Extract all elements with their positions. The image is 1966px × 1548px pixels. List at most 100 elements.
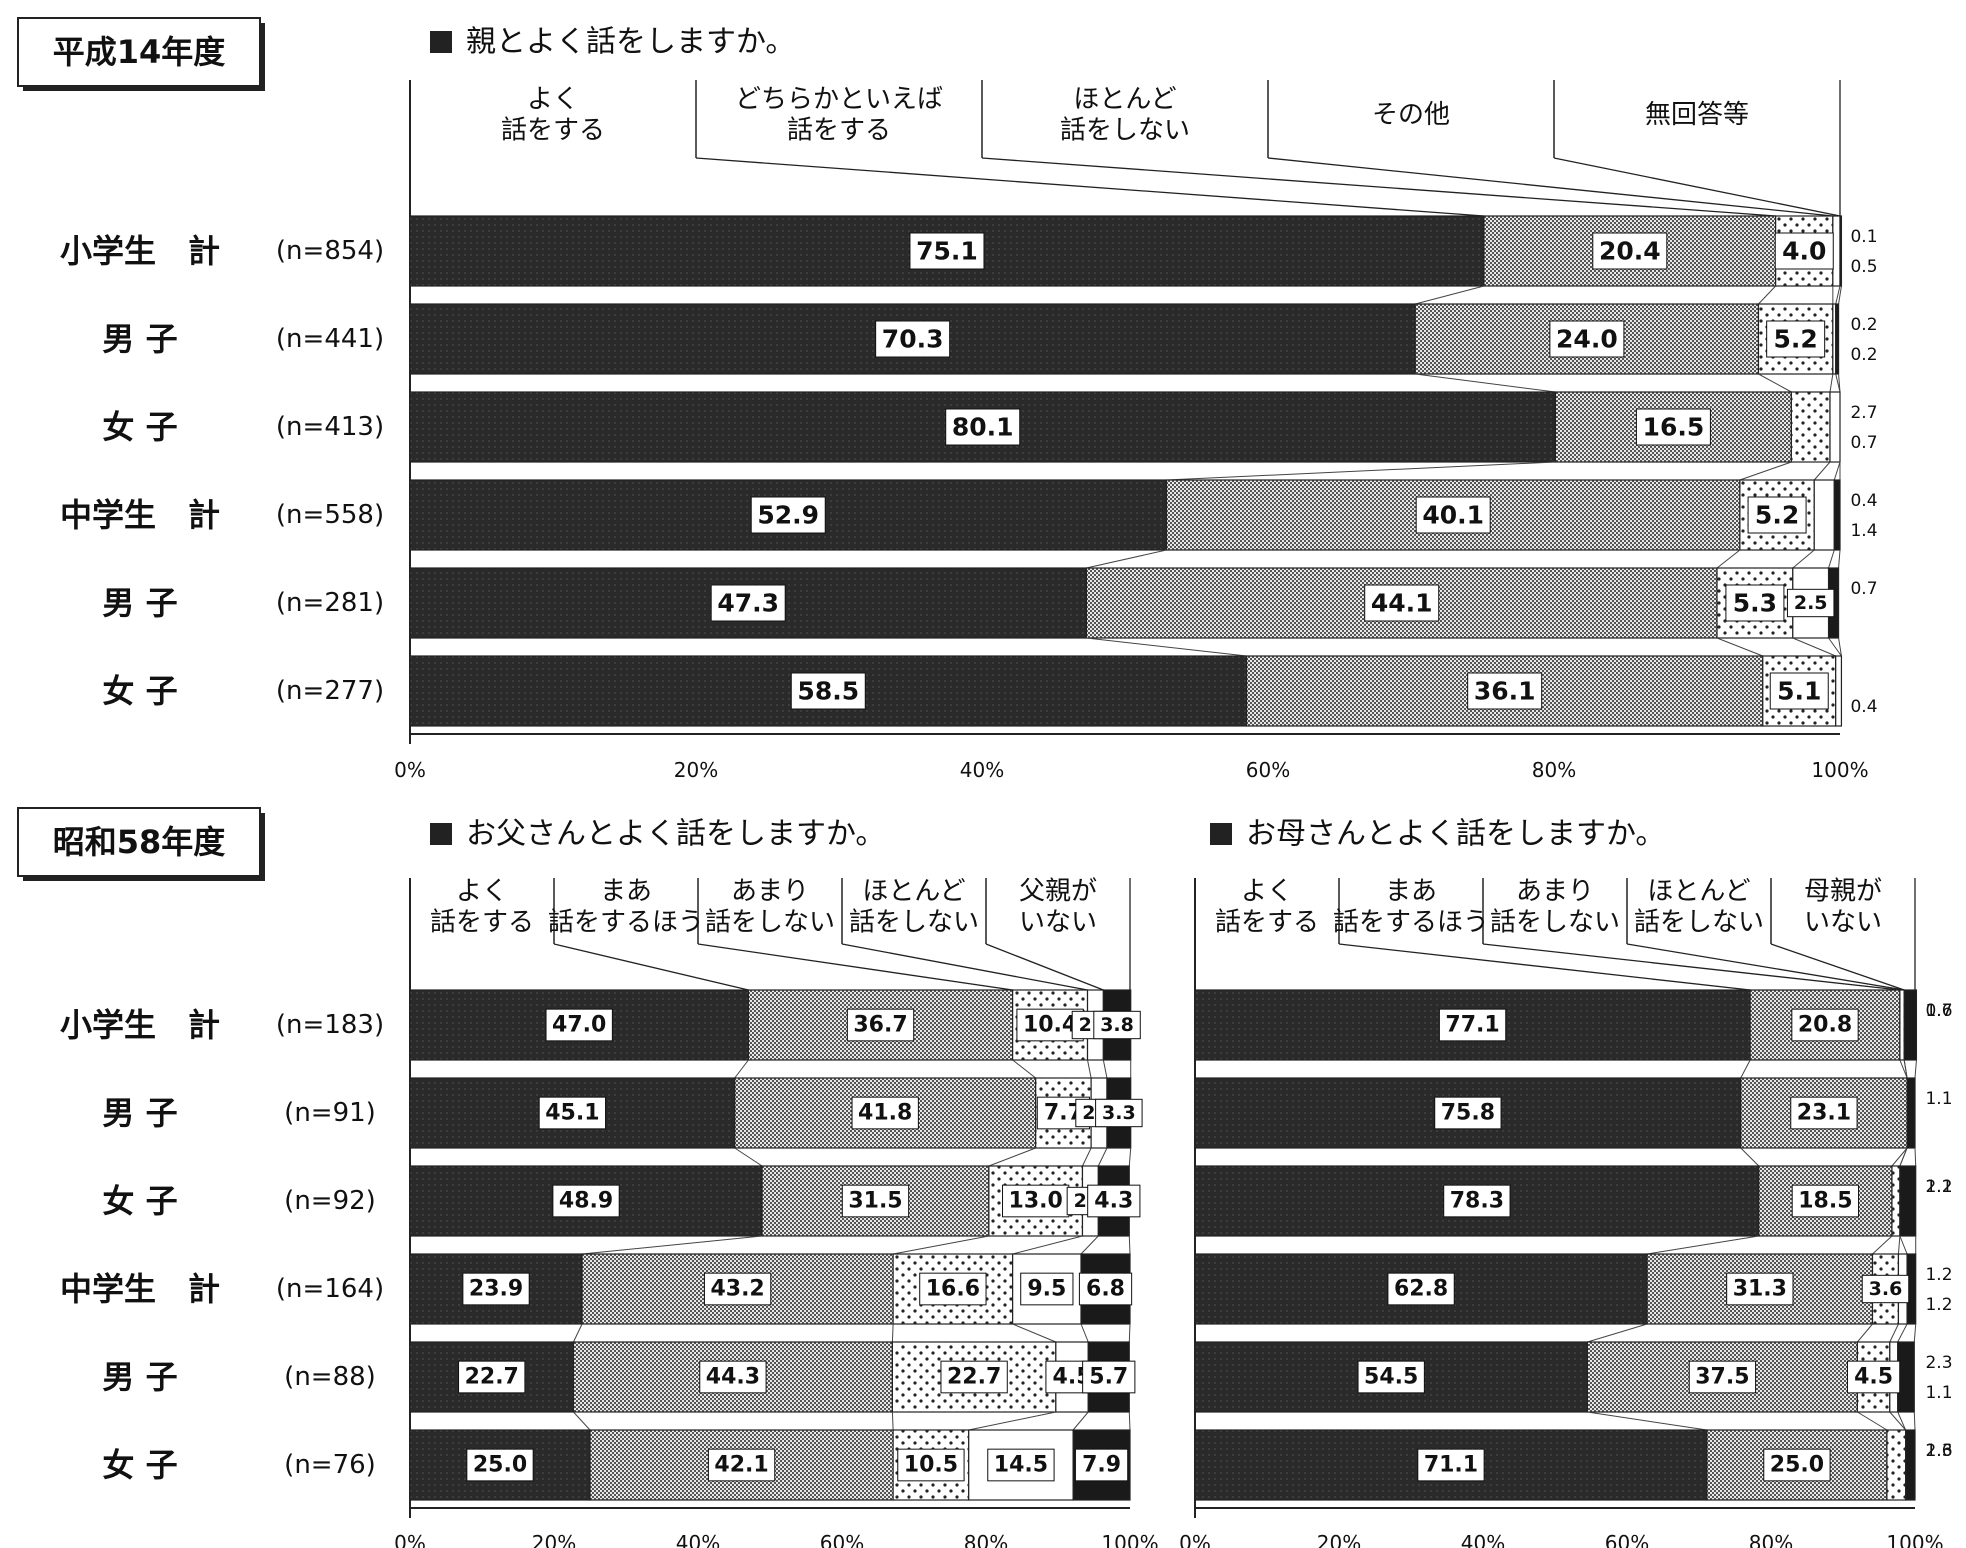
data-label: 5.1: [1777, 677, 1821, 706]
data-label: 41.8: [858, 1101, 912, 1126]
row-category-label: 女 子: [102, 1446, 177, 1484]
data-label-bg: [1357, 1360, 1425, 1394]
legend-label-line: ほとんど: [862, 877, 965, 907]
data-label-bg: [1078, 1272, 1133, 1306]
connector-line: [1913, 1323, 1917, 1343]
bar-segment: [1833, 479, 1841, 551]
data-label: 20.4: [1599, 237, 1661, 266]
data-label-bg: [545, 1008, 613, 1042]
data-label-bg: [703, 1272, 772, 1306]
data-label: 80.1: [952, 413, 1014, 442]
x-tick-label: 60%: [1246, 758, 1290, 782]
connector-line: [1838, 637, 1842, 657]
data-label: 3.8: [1100, 1014, 1134, 1036]
bar-segment: [891, 1341, 1057, 1413]
legend-label-line: いない: [1804, 908, 1882, 938]
data-label: 4.3: [1094, 1189, 1133, 1214]
row-category-label: 男 子: [102, 1094, 177, 1132]
data-label: 22.7: [465, 1365, 519, 1390]
legend-label-line: あまり: [731, 877, 809, 907]
data-label-bg: [1415, 496, 1491, 534]
x-tick-label: 100%: [1886, 1531, 1943, 1548]
data-label-bg: [1093, 1010, 1141, 1040]
data-label: 75.8: [1441, 1101, 1495, 1126]
data-label: 43.2: [710, 1277, 764, 1302]
data-label: 47.3: [717, 589, 779, 618]
connector-line: [1739, 461, 1792, 481]
bar-row: 77.1 20.8 0.61.7: [1194, 989, 1953, 1061]
period-box: [17, 17, 261, 87]
connector-line: [1828, 637, 1842, 657]
data-label: 62.8: [1394, 1277, 1448, 1302]
bar-segment: [1906, 1077, 1916, 1149]
legend-label-line: 話をするほう: [548, 908, 704, 938]
bar-row: 62.8 31.3 3.6 1.2 1.2: [1194, 1235, 1953, 1325]
legend-label-line: ほとんど: [1073, 85, 1176, 115]
bar-row: 48.931.513.02.24.3: [409, 1147, 1141, 1237]
x-tick-label: 20%: [532, 1531, 576, 1548]
bar-row: 23.9 43.2 16.6 9.5 6.8: [409, 1235, 1133, 1325]
legend-label-line: よく: [527, 85, 579, 115]
row-n-label: (n=441): [276, 324, 384, 354]
data-label-bg: [851, 1096, 919, 1130]
connector-line: [1857, 1411, 1888, 1431]
legend-label-line: 無回答等: [1645, 100, 1749, 130]
data-label-small: 1.7: [1925, 1001, 1952, 1021]
x-tick-label: 80%: [1749, 1531, 1793, 1548]
legend-leader: [1482, 943, 1900, 991]
data-label-bg: [1592, 232, 1668, 270]
legend-leader: [1553, 157, 1841, 217]
data-label: 10.4: [1023, 1013, 1077, 1038]
data-label-bg: [1726, 1272, 1794, 1306]
connector-line: [1012, 1235, 1083, 1255]
data-label: 40.1: [1422, 501, 1484, 530]
row-n-label: (n=164): [276, 1274, 384, 1304]
x-tick-label: 40%: [960, 758, 1004, 782]
data-label-small: 1.4: [1850, 521, 1877, 541]
data-label-bg: [1443, 1184, 1511, 1218]
legend-label-line: よく: [456, 877, 508, 907]
data-label: 36.7: [853, 1013, 907, 1038]
data-label: 42.1: [714, 1453, 768, 1478]
row-category-label: 女 子: [102, 1182, 177, 1220]
data-label-bg: [1364, 584, 1440, 622]
period-label: 平成14年度: [53, 33, 226, 71]
data-label-bg: [1791, 1008, 1859, 1042]
bar-segment: [1886, 1429, 1907, 1501]
data-label-small: 2.6: [1925, 1441, 1952, 1461]
connector-line: [1128, 1411, 1131, 1431]
data-label: 2.5: [1794, 592, 1828, 614]
connector-line: [891, 1323, 894, 1343]
connector-line: [1889, 1411, 1907, 1431]
connector-line: [1828, 549, 1835, 569]
data-label: 31.5: [848, 1189, 902, 1214]
connector-line: [893, 1235, 989, 1255]
x-tick-label: 100%: [1811, 758, 1868, 782]
data-label-bg: [1020, 1272, 1074, 1306]
connector-line: [734, 1059, 749, 1079]
x-tick-label: 100%: [1101, 1531, 1158, 1548]
data-label-small: 1.3: [1925, 1441, 1952, 1461]
data-label-small: 1.1: [1925, 1089, 1952, 1109]
row-category-label: 小学生 計: [60, 232, 220, 270]
data-label: 4.0: [1782, 237, 1826, 266]
data-label-bg: [1861, 1274, 1910, 1304]
x-tick-label: 80%: [964, 1531, 1008, 1548]
row-category-label: 中学生 計: [60, 496, 220, 534]
connector-line: [1080, 1235, 1099, 1255]
bar-row: 80.1 16.5 2.7 0.7: [409, 373, 1878, 463]
data-label: 24.0: [1556, 325, 1618, 354]
x-tick-label: 80%: [1532, 758, 1576, 782]
data-label-bg: [1095, 1098, 1143, 1128]
data-label: 5.2: [1774, 325, 1818, 354]
row-n-label: (n=183): [276, 1010, 384, 1040]
data-label-bg: [750, 496, 826, 534]
connector-line: [1716, 549, 1741, 569]
data-label: 75.1: [916, 237, 978, 266]
legend-label-line: 話をしない: [1490, 908, 1620, 938]
row-n-label: (n=91): [284, 1098, 376, 1128]
bar-segment: [1839, 215, 1843, 287]
